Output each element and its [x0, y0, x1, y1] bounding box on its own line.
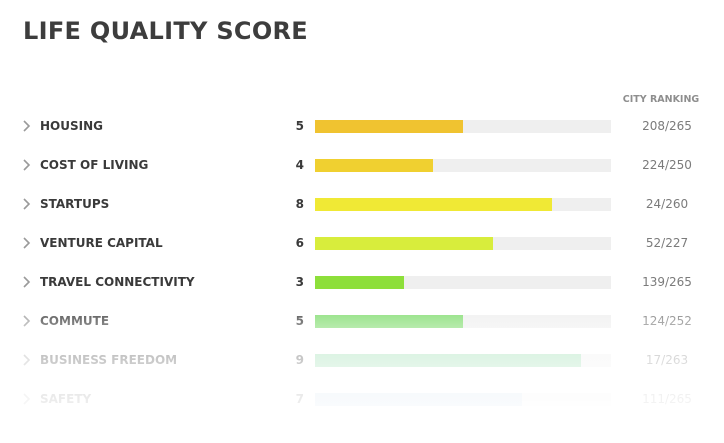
city-ranking-value: 111/265	[642, 392, 692, 406]
chevron-right-icon	[21, 236, 33, 250]
chevron-right-icon	[21, 353, 33, 367]
score-row[interactable]: COST OF LIVING 4 224/250	[0, 145, 724, 184]
city-ranking-value: 24/260	[645, 197, 689, 211]
score-value: 9	[295, 353, 304, 367]
score-row[interactable]: COMMUTE 5 124/252	[0, 301, 724, 340]
score-value: 8	[295, 197, 304, 211]
score-row[interactable]: HOUSING 5 208/265	[0, 106, 724, 145]
score-row[interactable]: SAFETY 7 111/265	[0, 379, 724, 418]
score-bar	[315, 120, 463, 133]
city-ranking-value: 17/263	[645, 353, 689, 367]
score-bar-track	[315, 120, 611, 133]
score-bar-track	[315, 159, 611, 172]
score-bar	[315, 393, 522, 406]
chevron-right-icon	[21, 314, 33, 328]
score-value: 6	[295, 236, 304, 250]
city-ranking-value: 139/265	[642, 275, 692, 289]
category-label: VENTURE CAPITAL	[40, 236, 163, 250]
score-row[interactable]: TRAVEL CONNECTIVITY 3 139/265	[0, 262, 724, 301]
category-label: COMMUTE	[40, 314, 110, 328]
score-bar-track	[315, 354, 611, 367]
city-ranking-value: 124/252	[642, 314, 692, 328]
chevron-right-icon	[21, 392, 33, 406]
score-bar	[315, 159, 433, 172]
city-ranking-value: 224/250	[642, 158, 692, 172]
score-row[interactable]: STARTUPS 8 24/260	[0, 184, 724, 223]
score-row[interactable]: VENTURE CAPITAL 6 52/227	[0, 223, 724, 262]
score-bar	[315, 276, 404, 289]
city-ranking-header: CITY RANKING	[622, 94, 700, 105]
city-ranking-value: 52/227	[645, 236, 689, 250]
category-label: HOUSING	[40, 119, 103, 133]
category-label: BUSINESS FREEDOM	[40, 353, 178, 367]
score-value: 3	[295, 275, 304, 289]
category-label: SAFETY	[40, 392, 92, 406]
score-bar-track	[315, 315, 611, 328]
score-value: 5	[295, 119, 304, 133]
category-label: COST OF LIVING	[40, 158, 149, 172]
score-bar	[315, 198, 552, 211]
score-bar-track	[315, 198, 611, 211]
score-bar-track	[315, 237, 611, 250]
chevron-right-icon	[21, 119, 33, 133]
score-bar	[315, 354, 581, 367]
score-value: 7	[295, 392, 304, 406]
chevron-right-icon	[21, 158, 33, 172]
category-label: STARTUPS	[40, 197, 110, 211]
score-bar	[315, 237, 493, 250]
category-label: TRAVEL CONNECTIVITY	[40, 275, 195, 289]
score-bar-track	[315, 276, 611, 289]
chevron-right-icon	[21, 197, 33, 211]
score-bar	[315, 315, 463, 328]
score-value: 4	[295, 158, 304, 172]
score-bar-track	[315, 393, 611, 406]
score-value: 5	[295, 314, 304, 328]
page-title: LIFE QUALITY SCORE	[23, 17, 308, 45]
chevron-right-icon	[21, 275, 33, 289]
score-row[interactable]: BUSINESS FREEDOM 9 17/263	[0, 340, 724, 379]
city-ranking-value: 208/265	[642, 119, 692, 133]
